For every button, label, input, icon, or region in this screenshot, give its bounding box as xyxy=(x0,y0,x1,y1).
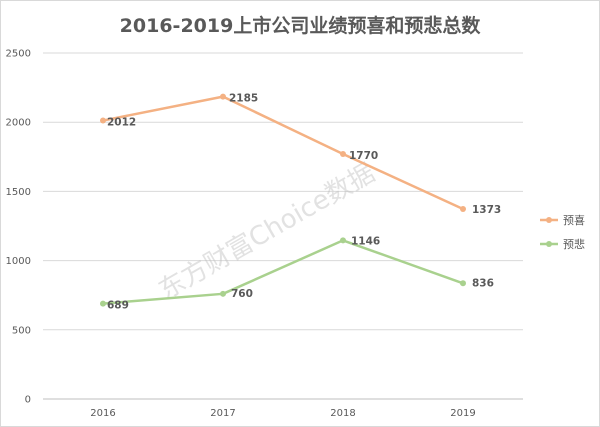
x-tick-label: 2017 xyxy=(210,408,235,419)
data-point xyxy=(460,280,466,287)
legend-marker xyxy=(546,217,552,223)
legend-label: 预喜 xyxy=(563,214,585,227)
y-tick-label: 500 xyxy=(12,325,31,336)
data-label: 760 xyxy=(231,288,253,300)
data-point xyxy=(220,93,226,100)
data-label: 2012 xyxy=(107,117,136,129)
y-tick-label: 2000 xyxy=(6,118,31,129)
series-line-1 xyxy=(102,95,464,211)
data-label: 689 xyxy=(107,300,129,312)
data-point xyxy=(460,205,466,212)
data-point xyxy=(220,290,226,297)
data-point xyxy=(100,117,106,124)
data-label: 1770 xyxy=(349,150,378,162)
data-point xyxy=(340,151,346,158)
data-label: 836 xyxy=(472,277,494,289)
data-label: 2185 xyxy=(229,93,258,105)
legend-marker xyxy=(546,241,552,247)
x-tick-label: 2018 xyxy=(330,408,355,419)
data-point xyxy=(100,300,106,307)
y-tick-label: 1500 xyxy=(6,187,31,198)
y-tick-label: 2500 xyxy=(6,49,31,60)
data-label: 1373 xyxy=(472,204,501,216)
data-label: 1146 xyxy=(351,235,380,247)
series-line-2 xyxy=(102,239,464,305)
watermark-text: 东方财富Choice数据 xyxy=(154,158,380,306)
y-tick-label: 1000 xyxy=(6,256,31,267)
data-point xyxy=(340,237,346,244)
x-tick-label: 2016 xyxy=(90,408,115,419)
y-tick-label: 0 xyxy=(25,395,31,406)
x-tick-label: 2019 xyxy=(450,408,475,419)
chart-title: 2016-2019上市公司业绩预喜和预悲总数 xyxy=(119,15,481,37)
legend-label: 预悲 xyxy=(563,237,585,251)
